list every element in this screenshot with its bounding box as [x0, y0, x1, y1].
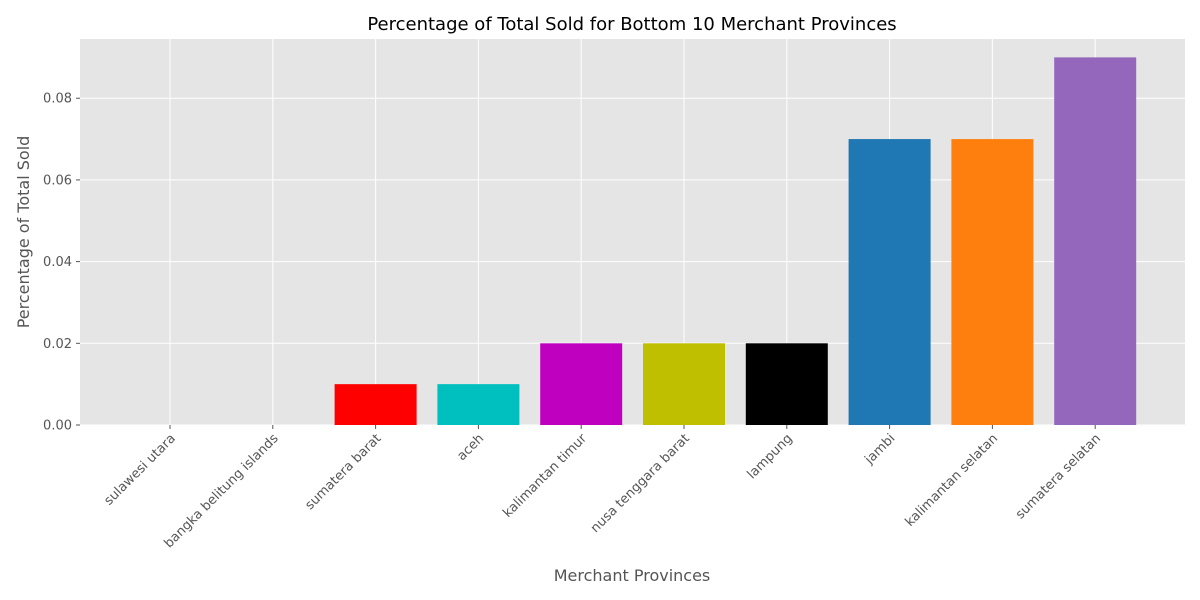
chart-title: Percentage of Total Sold for Bottom 10 M… — [367, 14, 896, 35]
x-tick-label: sumatera selatan — [1013, 431, 1104, 522]
x-tick-label: aceh — [454, 431, 487, 464]
x-tick-label: sumatera barat — [303, 431, 385, 513]
x-axis-label: Merchant Provinces — [554, 566, 711, 585]
y-axis-label: Percentage of Total Sold — [14, 136, 33, 329]
bar-kalimantan-timur — [540, 343, 623, 425]
bar-lampung — [745, 343, 828, 425]
bar-sumatera-selatan — [1054, 57, 1137, 425]
bar-nusa-tenggara-barat — [643, 343, 725, 425]
x-tick-label: kalimantan timur — [500, 431, 590, 521]
y-tick-label: 0.06 — [43, 173, 72, 188]
x-tick-label: bangka belitung islands — [162, 431, 282, 551]
y-axis-ticks: 0.00 0.02 0.04 0.06 0.08 — [43, 92, 80, 434]
x-tick-label: nusa tenggara barat — [588, 431, 693, 536]
bar-aceh — [437, 384, 520, 425]
bar-sumatera-barat — [334, 384, 417, 425]
y-tick-label: 0.02 — [43, 337, 72, 352]
x-tick-label: kalimantan selatan — [903, 431, 1002, 530]
x-tick-label: jambi — [862, 431, 899, 468]
bar-jambi — [848, 139, 931, 425]
y-tick-label: 0.00 — [43, 419, 72, 434]
y-tick-label: 0.08 — [43, 92, 72, 107]
y-tick-label: 0.04 — [43, 255, 72, 270]
bar-kalimantan-selatan — [951, 139, 1034, 425]
bars — [334, 57, 1137, 425]
x-tick-label: lampung — [745, 431, 796, 482]
x-tick-label: sulawesi utara — [101, 431, 178, 508]
